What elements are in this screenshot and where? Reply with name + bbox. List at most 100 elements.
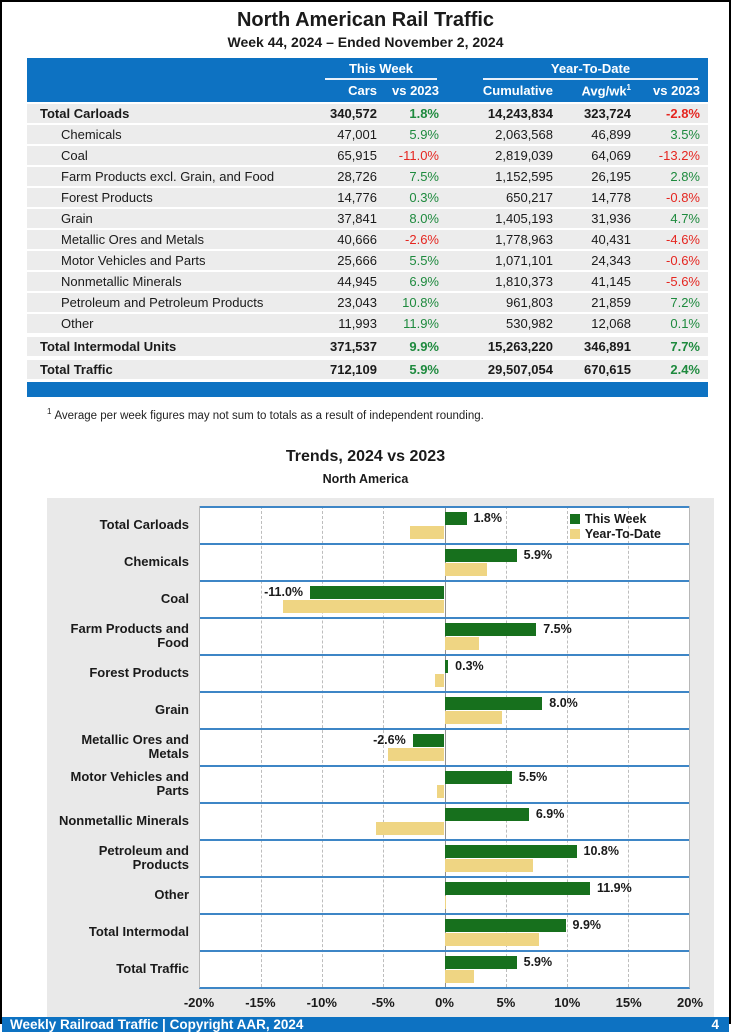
x-axis-tick-label: -15% — [245, 995, 276, 1011]
table-row: Metallic Ores and Metals 40,666 -2.6% 1,778… — [27, 230, 708, 250]
cumulative-value: 2,819,039 — [495, 148, 553, 164]
year-to-date-bar — [376, 822, 445, 836]
ytd-vs2023-value: -13.2% — [658, 148, 700, 164]
cars-value: 14,776 — [337, 190, 377, 206]
year-to-date-bar — [410, 526, 445, 540]
bar-value-label: 5.5% — [518, 770, 548, 785]
group-header-year-to-date: Year-To-Date — [483, 61, 698, 80]
row-label: Total Traffic — [40, 362, 113, 378]
year-to-date-bar — [444, 896, 446, 910]
chart-category-label: Farm Products and Food — [70, 620, 189, 650]
column-header-avgwk: Avg/wk1 — [581, 83, 631, 99]
chart-band: 8.0% — [200, 691, 689, 728]
bar-value-label: 5.9% — [523, 548, 553, 563]
year-to-date-bar — [444, 637, 479, 651]
ytd-vs2023-value: 0.1% — [670, 316, 700, 332]
chart-plot-area: 1.8% 5.9% -11.0% 7.5% 0.3% 8.0% -2.6% 5.5% 6.9% 1… — [199, 506, 690, 990]
column-header-tw-vs2023: vs 2023 — [392, 83, 439, 99]
this-week-vs2023-value: 0.3% — [409, 190, 439, 206]
cars-value: 712,109 — [330, 362, 377, 378]
cumulative-value: 1,778,963 — [495, 232, 553, 248]
column-header-cars: Cars — [348, 83, 377, 99]
spacer — [447, 230, 473, 249]
this-week-vs2023-value: 5.9% — [409, 127, 439, 143]
avg-per-week-value: 12,068 — [591, 316, 631, 332]
row-label: Farm Products excl. Grain, and Food — [61, 169, 275, 185]
year-to-date-bar — [444, 711, 502, 725]
chart-category-label: Chemicals — [123, 553, 189, 569]
cumulative-value: 1,810,373 — [495, 274, 553, 290]
chart-band: 7.5% — [200, 617, 689, 654]
year-to-date-bar — [444, 970, 474, 984]
year-to-date-bar — [434, 674, 445, 688]
year-to-date-bar — [444, 933, 539, 947]
row-label: Coal — [61, 148, 88, 164]
table-bottom-bar — [27, 382, 708, 398]
x-axis-tick-label: 15% — [615, 995, 642, 1011]
row-label: Motor Vehicles and Parts — [61, 253, 206, 269]
spacer — [447, 293, 473, 312]
table-row: Grain 37,841 8.0% 1,405,193 31,936 4.7% — [27, 209, 708, 229]
ytd-vs2023-value: -0.8% — [666, 190, 700, 206]
x-axis-tick-label: 20% — [676, 995, 704, 1011]
spacer — [447, 360, 473, 379]
spacer — [447, 125, 473, 144]
bar-value-label: 5.9% — [523, 955, 553, 970]
spacer — [447, 272, 473, 291]
this-week-vs2023-value: -11.0% — [398, 148, 439, 164]
cumulative-value: 961,803 — [506, 295, 553, 311]
cumulative-value: 29,507,054 — [487, 362, 553, 378]
page-title: North American Rail Traffic — [236, 9, 495, 31]
row-label: Nonmetallic Minerals — [61, 274, 182, 290]
chart-band: -11.0% — [200, 580, 689, 617]
chart-category-label: Grain — [155, 701, 189, 717]
avg-per-week-value: 64,069 — [591, 148, 631, 164]
legend-year-to-date-swatch — [569, 528, 580, 539]
cars-value: 28,726 — [337, 169, 377, 185]
gridline — [566, 506, 568, 988]
table-row: Total Carloads 340,572 1.8% 14,243,834 323,7… — [27, 104, 708, 124]
row-label: Metallic Ores and Metals — [61, 232, 205, 248]
cumulative-value: 530,982 — [506, 316, 553, 332]
avg-per-week-value: 46,899 — [591, 127, 631, 143]
table-row: Nonmetallic Minerals 44,945 6.9% 1,810,373 4… — [27, 272, 708, 292]
table-column-header-row: Cars vs 2023 Cumulative Avg/wk1 vs 2023 — [27, 83, 708, 98]
this-week-bar — [444, 808, 529, 822]
page-subtitle: Week 44, 2024 – Ended November 2, 2024 — [227, 34, 504, 50]
ytd-vs2023-value: -5.6% — [666, 274, 700, 290]
spacer — [447, 209, 473, 228]
cumulative-value: 2,063,568 — [495, 127, 553, 143]
cumulative-value: 1,071,101 — [495, 253, 553, 269]
zero-axis-line — [444, 506, 446, 988]
this-week-bar — [412, 734, 445, 748]
this-week-bar — [444, 697, 543, 711]
footnote-marker: 1 — [47, 407, 52, 417]
avg-per-week-value: 41,145 — [591, 274, 631, 290]
spacer — [447, 188, 473, 207]
chart-band: 6.9% — [200, 802, 689, 839]
chart-category-label: Total Carloads — [99, 516, 189, 532]
table-row: Chemicals 47,001 5.9% 2,063,568 46,899 3.5% — [27, 125, 708, 145]
column-header-cumulative: Cumulative — [482, 83, 553, 99]
cars-value: 23,043 — [337, 295, 377, 311]
this-week-vs2023-value: 8.0% — [409, 211, 439, 227]
cumulative-value: 1,405,193 — [495, 211, 553, 227]
row-label: Total Carloads — [40, 106, 130, 122]
ytd-vs2023-value: 7.7% — [670, 339, 700, 355]
this-week-bar — [444, 919, 566, 933]
cars-value: 40,666 — [337, 232, 377, 248]
this-week-vs2023-value: 11.9% — [403, 316, 439, 332]
cars-value: 37,841 — [337, 211, 377, 227]
this-week-bar — [444, 882, 590, 896]
footer-text: Weekly Railroad Traffic | Copyright AAR,… — [10, 1017, 304, 1032]
footnote: 1 Average per week figures may not sum to… — [47, 407, 729, 422]
avg-per-week-value: 40,431 — [591, 232, 631, 248]
ytd-vs2023-value: -4.6% — [666, 232, 700, 248]
year-to-date-bar — [437, 785, 445, 799]
bar-value-label: -11.0% — [264, 585, 304, 600]
spacer — [447, 251, 473, 270]
x-axis-tick-label: 10% — [554, 995, 581, 1011]
this-week-vs2023-value: 5.9% — [409, 362, 439, 378]
table-row: Petroleum and Petroleum Products 23,043 10… — [27, 293, 708, 313]
avgwk-footnote-marker: 1 — [626, 83, 631, 92]
